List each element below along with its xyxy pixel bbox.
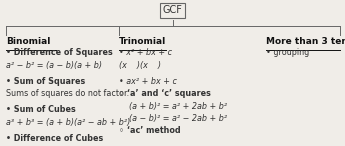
Text: Trinomial: Trinomial bbox=[119, 36, 166, 46]
Text: (x    )(x    ): (x )(x ) bbox=[119, 61, 161, 70]
Text: Sums of squares do not factor.: Sums of squares do not factor. bbox=[6, 89, 129, 98]
Text: a³ + b³ = (a + b)(a² − ab + b²): a³ + b³ = (a + b)(a² − ab + b²) bbox=[6, 118, 130, 127]
Text: • grouping: • grouping bbox=[266, 48, 309, 57]
Text: More than 3 terms: More than 3 terms bbox=[266, 36, 345, 46]
Text: GCF: GCF bbox=[162, 5, 183, 15]
Text: ◦ ‘ac’ method: ◦ ‘ac’ method bbox=[119, 126, 181, 135]
Text: • ax² + bx + c: • ax² + bx + c bbox=[119, 77, 177, 86]
Text: • Sum of Cubes: • Sum of Cubes bbox=[6, 105, 76, 114]
Text: • Sum of Squares: • Sum of Squares bbox=[6, 77, 86, 86]
Text: • Difference of Cubes: • Difference of Cubes bbox=[6, 134, 103, 143]
Text: • Difference of Squares: • Difference of Squares bbox=[6, 48, 113, 57]
Text: (a + b)² = a² + 2ab + b²: (a + b)² = a² + 2ab + b² bbox=[119, 102, 227, 111]
Text: (a − b)² = a² − 2ab + b²: (a − b)² = a² − 2ab + b² bbox=[119, 114, 227, 123]
Text: • x² + bx + c: • x² + bx + c bbox=[119, 48, 172, 57]
Text: Binomial: Binomial bbox=[6, 36, 51, 46]
Text: ◦ ‘a’ and ‘c’ squares: ◦ ‘a’ and ‘c’ squares bbox=[119, 89, 211, 98]
Text: a² − b² = (a − b)(a + b): a² − b² = (a − b)(a + b) bbox=[6, 61, 102, 70]
